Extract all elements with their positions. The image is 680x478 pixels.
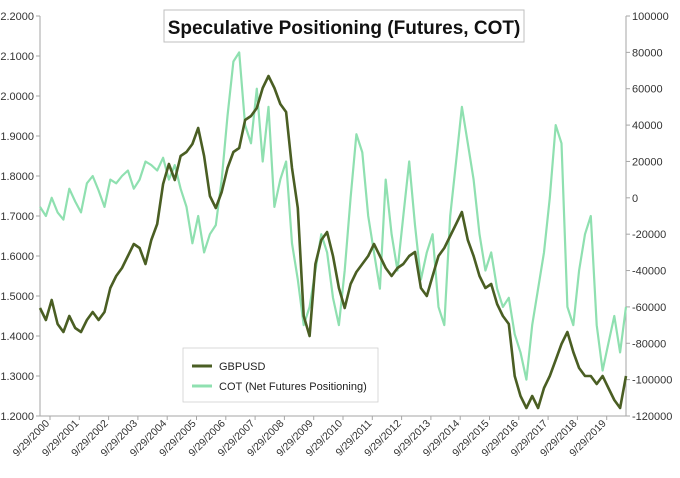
right-tick-label: -40000 — [632, 266, 666, 278]
chart-title-frame — [163, 9, 525, 43]
chart-title-box: Speculative Positioning (Futures, COT) — [163, 9, 525, 43]
legend-label-gbpusd: GBPUSD — [219, 361, 266, 373]
right-tick-label: -80000 — [632, 338, 666, 350]
right-tick-label: 40000 — [632, 120, 663, 132]
legend-frame — [182, 347, 379, 403]
right-tick-label: -20000 — [632, 229, 666, 241]
chart-legend: GBPUSD COT (Net Futures Positioning) — [182, 347, 379, 403]
series-line-gbpusd — [38, 74, 628, 410]
chart-series-layer — [38, 51, 628, 410]
left-tick-label: 2.0000 — [0, 91, 34, 103]
series-line-cot — [39, 51, 628, 381]
right-tick-label: 60000 — [632, 84, 663, 96]
left-tick-label: 1.3000 — [0, 371, 34, 383]
right-tick-label: 0 — [632, 193, 638, 205]
left-tick-label: 1.4000 — [0, 331, 34, 343]
left-tick-label: 1.2000 — [0, 411, 34, 423]
right-tick-label: -120000 — [632, 411, 672, 423]
right-tick-label: -60000 — [632, 302, 666, 314]
left-tick-label: 1.7000 — [0, 211, 34, 223]
right-tick-label: 100000 — [632, 11, 669, 23]
right-tick-label: 20000 — [632, 156, 663, 168]
chart-axes — [36, 15, 630, 420]
legend-label-cot: COT (Net Futures Positioning) — [219, 381, 367, 393]
right-tick-label: 80000 — [632, 47, 663, 59]
left-tick-label: 2.1000 — [0, 51, 34, 63]
right-tick-label: -100000 — [632, 375, 672, 387]
left-tick-label: 2.2000 — [0, 11, 34, 23]
left-tick-label: 1.6000 — [0, 251, 34, 263]
left-tick-label: 1.5000 — [0, 291, 34, 303]
left-tick-label: 1.9000 — [0, 131, 34, 143]
chart-title: Speculative Positioning (Futures, COT) — [168, 18, 521, 39]
left-tick-label: 1.8000 — [0, 171, 34, 183]
